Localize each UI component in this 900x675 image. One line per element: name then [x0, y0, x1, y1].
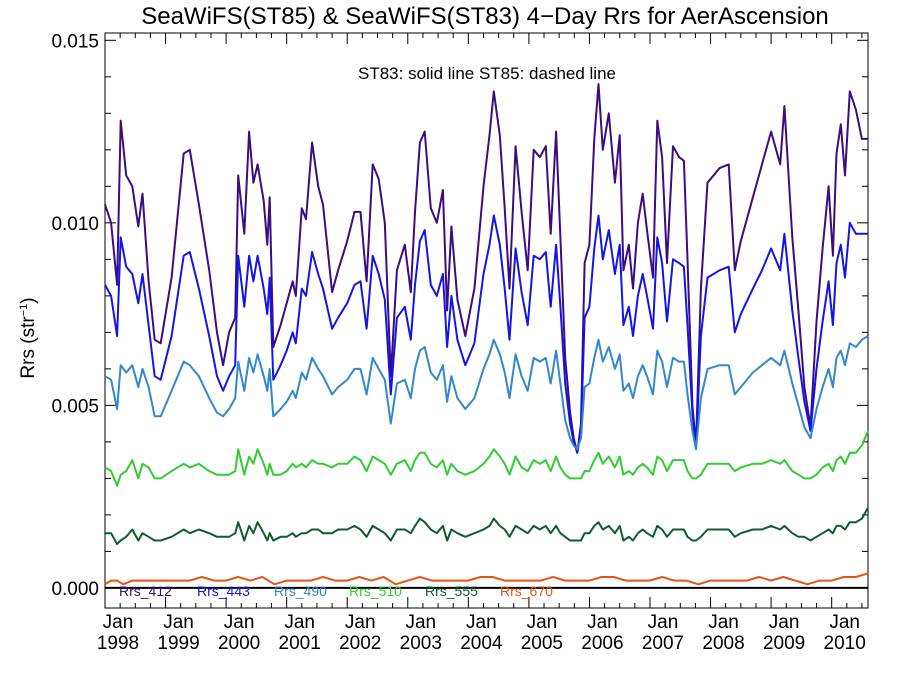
series-line-rrs-510	[104, 430, 869, 487]
y-tick-label: 0.010	[51, 214, 99, 235]
x-tick-year-label: 1999	[157, 633, 199, 654]
series-line-rrs-490	[104, 335, 869, 451]
chart-title: SeaWiFS(ST85) & SeaWiFS(ST83) 4−Day Rrs …	[141, 3, 829, 30]
y-axis-label-text: Rrs (str	[18, 316, 39, 379]
series-line-rrs-555	[105, 507, 869, 546]
x-tick-month-label: Jan	[769, 612, 800, 633]
x-tick-year-label: 2001	[279, 633, 321, 654]
legend-entry: Rrs_510	[349, 583, 402, 599]
line-style-note: ST83: solid line ST85: dashed line	[358, 64, 616, 83]
legend-entry: Rrs_412	[119, 583, 172, 599]
x-tick-month-label: Jan	[345, 612, 376, 633]
x-tick-month-label: Jan	[527, 612, 558, 633]
x-tick-year-label: 2008	[702, 633, 744, 654]
x-tick-year-label: 2009	[763, 633, 805, 654]
legend-entry: Rrs_670	[500, 583, 553, 599]
x-tick-year-label: 2000	[218, 633, 260, 654]
y-axis-label-close: )	[18, 297, 39, 303]
y-axis-label: Rrs (str−1)	[18, 297, 39, 378]
plot-frame	[104, 32, 869, 609]
legend-entry: Rrs_490	[274, 583, 327, 599]
series-line-rrs-670	[104, 572, 869, 586]
y-tick-label: 0.000	[51, 579, 99, 600]
x-tick-year-label: 2002	[339, 633, 381, 654]
x-tick-year-label: 2003	[400, 633, 442, 654]
x-tick-month-label: Jan	[648, 612, 679, 633]
x-tick-year-label: 2004	[460, 633, 503, 654]
x-tick-year-label: 2010	[824, 633, 866, 654]
x-tick-year-label: 1998	[97, 633, 139, 654]
x-tick-year-label: 2007	[642, 633, 684, 654]
series-line-rrs-443	[104, 214, 868, 454]
legend-entry: Rrs_443	[197, 583, 250, 599]
x-tick-year-label: 2006	[581, 633, 623, 654]
y-tick-label: 0.015	[51, 31, 99, 52]
y-tick-label: 0.005	[51, 396, 99, 417]
y-axis-label-exponent: −1	[18, 304, 30, 317]
x-tick-month-label: Jan	[466, 612, 497, 633]
x-tick-month-label: Jan	[163, 612, 194, 633]
x-tick-month-label: Jan	[708, 612, 739, 633]
series-line-rrs-412	[104, 83, 868, 454]
plot-area: 0.0000.0050.0100.015Jan1998Jan1999Jan200…	[51, 31, 869, 654]
x-tick-month-label: Jan	[224, 612, 255, 633]
x-tick-month-label: Jan	[284, 612, 315, 633]
x-tick-month-label: Jan	[103, 612, 134, 633]
x-tick-month-label: Jan	[405, 612, 436, 633]
x-tick-month-label: Jan	[587, 612, 618, 633]
x-tick-month-label: Jan	[829, 612, 860, 633]
legend-entry: Rrs_555	[425, 583, 478, 599]
x-tick-year-label: 2005	[521, 633, 563, 654]
